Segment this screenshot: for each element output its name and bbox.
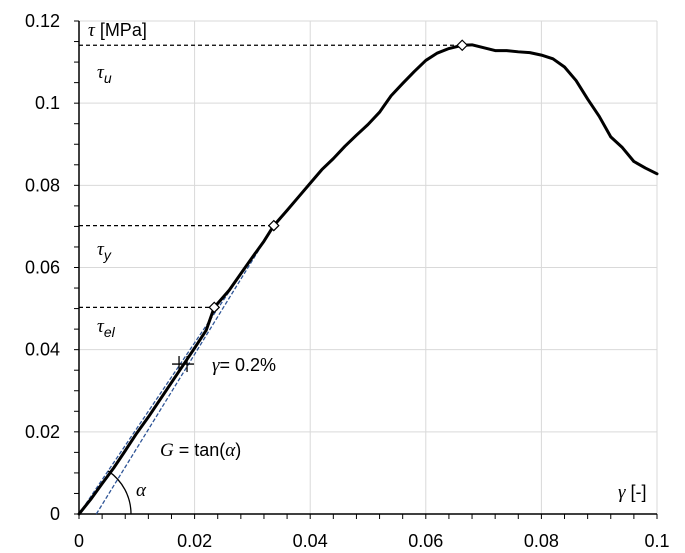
diamond-marker-0 <box>208 301 221 314</box>
series-layer <box>77 43 659 516</box>
x-axis-label: γ [-] <box>618 482 647 503</box>
markers-layer <box>107 39 469 515</box>
y-tick-label-0: 0 <box>50 504 60 524</box>
y-tick-label-6: 0.12 <box>25 11 60 31</box>
reference-lines <box>79 44 463 308</box>
x-axis-symbol: γ <box>618 482 626 503</box>
tau-u-label: τu <box>97 62 112 86</box>
angle-arc <box>107 470 132 515</box>
offset-strain-label: γ= 0.2% <box>212 355 276 376</box>
series-line-0 <box>77 43 659 516</box>
x-tick-label-0: 0 <box>74 531 84 551</box>
x-tick-label-2: 0.04 <box>293 531 328 551</box>
grid <box>79 20 658 514</box>
tick-labels: 0 0.02 0.04 0.06 0.08 0.1 0 0.02 0.04 0.06 0.08 0.1… <box>25 11 670 551</box>
y-tick-label-5: 0.1 <box>35 93 60 113</box>
x-tick-label-5: 0.1 <box>644 531 669 551</box>
diamond-marker-1 <box>267 219 280 232</box>
y-axis-symbol: τ <box>88 20 96 41</box>
tau-el-label: τel <box>97 316 116 340</box>
y-tick-label-4: 0.08 <box>25 175 60 195</box>
minor-ticks <box>74 20 658 519</box>
angle-alpha-label: α <box>136 480 147 501</box>
y-axis-unit: [MPa] <box>95 20 147 40</box>
modulus-label: G = tan(α) <box>160 440 241 461</box>
x-tick-label-4: 0.08 <box>524 531 559 551</box>
y-axis-label: τ [MPa] <box>88 20 147 41</box>
tau-y-label: τy <box>97 239 112 263</box>
y-tick-label-2: 0.04 <box>25 340 60 360</box>
x-tick-label-3: 0.06 <box>408 531 443 551</box>
tangent-line-1 <box>95 225 275 515</box>
y-tick-label-3: 0.06 <box>25 258 60 278</box>
x-axis-unit: [-] <box>626 482 647 502</box>
axes <box>78 21 657 515</box>
diamond-marker-2 <box>456 39 469 52</box>
x-tick-label-1: 0.02 <box>177 531 212 551</box>
y-tick-label-1: 0.02 <box>25 422 60 442</box>
